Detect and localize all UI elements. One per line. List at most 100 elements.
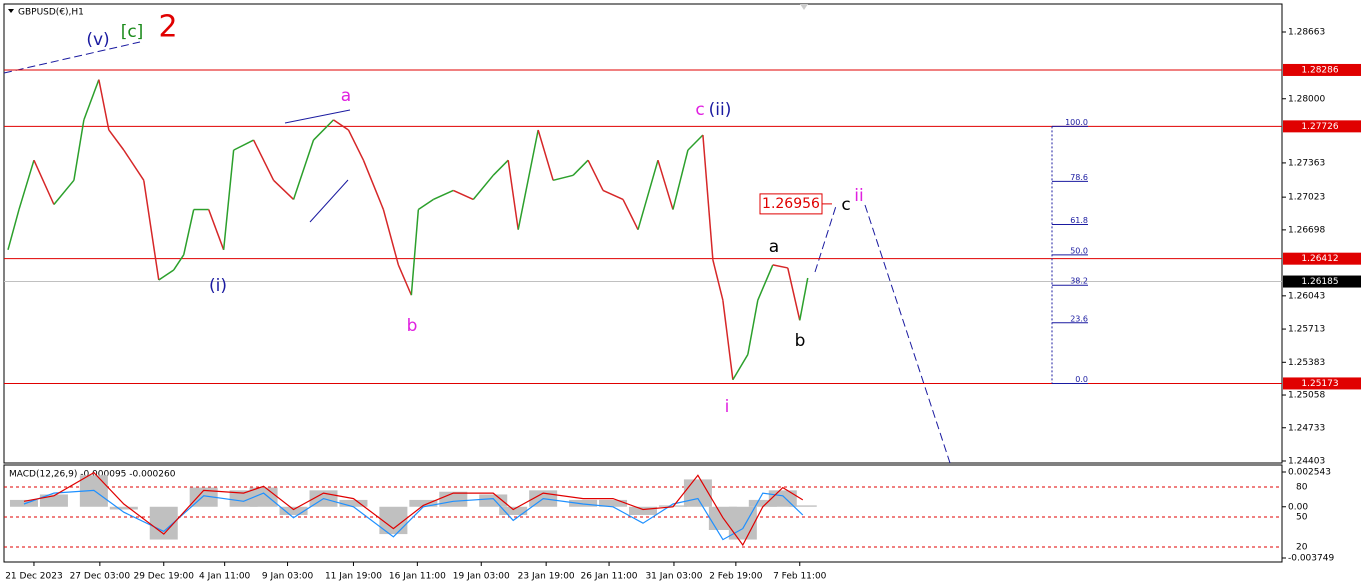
wave-label: a <box>341 86 351 106</box>
histogram-bar <box>768 490 797 507</box>
price-segment <box>7 209 20 251</box>
fib-label: 38.2 <box>1070 277 1088 286</box>
price-segment <box>472 174 494 200</box>
wave-label: c <box>695 100 704 120</box>
main-frame <box>3 3 1283 464</box>
price-segment <box>722 300 734 380</box>
price-segment <box>382 209 400 266</box>
price-segment <box>73 119 85 181</box>
y2-tick-label: 20 <box>1296 543 1308 553</box>
price-segment <box>33 159 55 205</box>
wave-label: 2 <box>158 10 177 45</box>
histogram-bar <box>109 506 138 510</box>
x-tick-label: 4 Jan 11:00 <box>199 572 251 582</box>
price-segment <box>18 159 35 210</box>
level-tag-label: 1.27726 <box>1301 122 1338 132</box>
shift-marker <box>800 4 808 10</box>
histogram-bar <box>629 506 657 515</box>
price-segment <box>787 267 801 321</box>
histogram-bar <box>788 505 817 507</box>
price-segment <box>83 79 100 121</box>
price-segment <box>552 174 574 182</box>
x-tick-label: 2 Feb 19:00 <box>709 572 763 582</box>
y-tick-label: 1.24403 <box>1288 456 1325 466</box>
price-segment <box>602 189 624 201</box>
wave-label: b <box>795 331 806 351</box>
level-tag <box>1283 120 1361 133</box>
wave-label: c <box>841 195 850 215</box>
level-tag <box>1283 252 1361 265</box>
wave-label: i <box>725 397 730 417</box>
price-segment <box>452 189 474 201</box>
price-segment <box>108 129 125 151</box>
symbol-title: GBPUSD(€),H1 <box>18 8 84 18</box>
price-segment <box>233 139 254 151</box>
x-tick-label: 21 Dec 2023 <box>5 572 63 582</box>
fib-label: 23.6 <box>1070 314 1088 323</box>
histogram-bar <box>9 499 38 507</box>
price-segment <box>732 354 749 381</box>
x-tick-label: 19 Jan 03:00 <box>453 572 510 582</box>
price-segment <box>312 119 335 141</box>
current-price-label: 1.26185 <box>1301 277 1338 287</box>
y-tick-label: 1.25058 <box>1288 391 1325 401</box>
y-tick-label: 1.28000 <box>1288 94 1325 104</box>
fib-label: 0.0 <box>1075 375 1088 384</box>
x-tick-label: 7 Feb 11:00 <box>773 572 827 582</box>
y-tick-label: 1.26043 <box>1288 291 1325 301</box>
price-segment <box>347 129 365 161</box>
fib-label: 78.6 <box>1070 173 1088 182</box>
histogram-bar <box>409 499 438 507</box>
channel-line <box>284 109 351 124</box>
y-tick-label: 0.00 <box>1288 502 1308 512</box>
wave-label: (ii) <box>709 100 732 120</box>
histogram-bar <box>599 499 628 507</box>
histogram-bar <box>339 499 368 507</box>
menu-arrow[interactable] <box>8 9 14 13</box>
histogram-bar <box>569 499 598 507</box>
level-tag-label: 1.28286 <box>1301 65 1338 75</box>
price-segment <box>417 198 434 211</box>
price-segment <box>158 269 175 281</box>
price-segment <box>517 129 539 230</box>
y-tick-label: -0.003749 <box>1288 554 1334 564</box>
wave-label: (i) <box>209 276 227 296</box>
y-tick-label: 1.27023 <box>1288 193 1325 203</box>
price-segment <box>799 277 809 321</box>
price-segment <box>712 259 724 301</box>
histogram-bar <box>439 491 468 507</box>
y-tick-label: 1.27363 <box>1288 158 1325 168</box>
price-segment <box>222 150 235 250</box>
price-segment <box>410 209 420 296</box>
price-segment <box>622 199 639 231</box>
price-segment <box>657 159 674 210</box>
price-segment <box>492 159 509 176</box>
y-tick-label: 1.26698 <box>1288 225 1325 235</box>
wave-label: a <box>769 237 779 257</box>
x-tick-label: 11 Jan 19:00 <box>325 572 382 582</box>
price-segment <box>362 159 385 210</box>
y-tick-label: 1.24733 <box>1288 423 1325 433</box>
fib-label: 100.0 <box>1065 118 1088 127</box>
wave-label: (v) <box>86 30 109 50</box>
x-tick-label: 9 Jan 03:00 <box>262 572 314 582</box>
price-segment <box>637 159 659 230</box>
trend-line <box>3 41 141 74</box>
price-segment <box>433 189 454 201</box>
y-tick-label: 0.002543 <box>1288 467 1331 477</box>
price-segment <box>687 134 704 151</box>
signal-line <box>23 471 804 547</box>
price-segment <box>333 119 349 131</box>
fib-label: 50.0 <box>1070 246 1088 255</box>
price-segment <box>747 300 759 355</box>
y-tick-label: 1.25713 <box>1288 325 1325 335</box>
price-segment <box>207 209 225 251</box>
macd-frame <box>3 464 1283 563</box>
channel-line <box>309 179 349 223</box>
x-tick-label: 27 Dec 03:00 <box>70 572 131 582</box>
price-segment <box>757 264 774 301</box>
projection-line <box>864 204 951 464</box>
histogram-bar <box>479 494 508 507</box>
